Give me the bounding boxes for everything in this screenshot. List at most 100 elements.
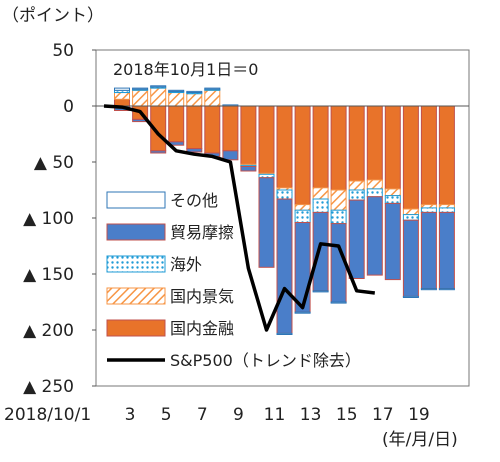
bar-overseas-day-16 — [366, 188, 383, 198]
bar-other-day-2 — [114, 87, 130, 91]
legend-label-trade_friction: 貿易摩擦 — [170, 223, 234, 242]
y-tick-label: ▲ 150 — [23, 265, 74, 285]
bar-overseas-day-13 — [312, 198, 329, 213]
bar-domestic_economy-day-14 — [330, 189, 347, 211]
legend-swatch-other — [106, 191, 166, 209]
bar-domestic_finance-day-15 — [348, 105, 365, 182]
bar-domestic_economy-day-17 — [384, 188, 401, 197]
bar-other-day-4 — [150, 85, 167, 88]
legend-swatch-domestic_finance — [106, 319, 166, 337]
bar-domestic_finance-day-8 — [222, 105, 239, 152]
x-tick-label: 3 — [125, 405, 136, 425]
bar-overseas-day-20 — [438, 207, 455, 213]
legend-label-overseas: 海外 — [170, 255, 202, 274]
x-tick-label: 9 — [233, 405, 244, 425]
bar-other-day-6 — [186, 90, 203, 94]
y-tick-label: ▲ 250 — [23, 377, 74, 397]
bar-other-day-7 — [204, 87, 221, 90]
x-tick-label: 19 — [408, 405, 430, 425]
bar-other-day-13 — [312, 290, 329, 293]
bar-other-day-19 — [420, 288, 437, 291]
bar-domestic_economy-day-18 — [402, 208, 419, 216]
bar-overseas-day-19 — [420, 207, 437, 213]
bar-domestic_finance-day-11 — [276, 105, 293, 189]
bar-layer — [96, 85, 469, 335]
bar-domestic_economy-day-12 — [294, 204, 311, 211]
bar-domestic_economy-day-13 — [312, 187, 329, 200]
bar-trade_friction-day-15 — [348, 199, 365, 280]
x-unit-label: (年/月/日) — [382, 430, 458, 450]
x-tick-label: 5 — [161, 405, 172, 425]
bar-trade_friction-day-11 — [276, 198, 293, 334]
bar-trade_friction-day-12 — [294, 222, 311, 313]
y-tick-label: ▲ 50 — [34, 153, 74, 173]
bar-domestic_finance-day-5 — [168, 105, 185, 143]
legend-label-sp500: S&P500（トレンド除去） — [170, 351, 361, 370]
legend-swatch-overseas — [106, 255, 166, 273]
bar-domestic_economy-day-3 — [132, 89, 149, 107]
x-tick-label: 15 — [336, 405, 358, 425]
bar-trade_friction-day-6 — [186, 148, 203, 153]
bar-domestic_finance-day-12 — [294, 105, 311, 206]
bar-domestic_finance-day-6 — [186, 105, 203, 150]
x-tick-label: 13 — [300, 405, 322, 425]
y-tick-label: ▲ 200 — [23, 321, 74, 341]
y-axis: 50 0 ▲ 50 ▲ 100 ▲ 150 ▲ 200 ▲ 250 — [23, 41, 96, 397]
x-tick-label: 7 — [197, 405, 208, 425]
bar-overseas-day-11 — [276, 189, 293, 200]
bar-domestic_finance-day-10 — [258, 105, 275, 174]
bar-domestic_finance-day-9 — [240, 105, 257, 165]
bar-domestic_finance-day-7 — [204, 105, 221, 154]
bar-trade_friction-day-4 — [150, 150, 167, 154]
legend-swatch-trade_friction — [106, 223, 166, 241]
bar-overseas-day-12 — [294, 209, 311, 223]
bar-overseas-day-14 — [330, 209, 347, 225]
x-tick-label: 2018/10/1 — [4, 405, 91, 425]
bar-other-day-11 — [276, 332, 293, 335]
legend-label-domestic_finance: 国内金融 — [170, 319, 234, 338]
bar-domestic_economy-day-7 — [204, 89, 221, 107]
sp500-line — [103, 104, 376, 332]
y-tick-label: 50 — [52, 41, 74, 61]
bar-domestic_finance-day-19 — [420, 105, 437, 206]
bar-domestic_finance-day-18 — [402, 105, 419, 210]
bar-domestic_economy-day-5 — [168, 92, 185, 107]
x-axis: 2018/10/1 3 5 7 9 11 13 15 17 19 — [4, 405, 430, 425]
bar-trade_friction-day-16 — [366, 196, 383, 276]
legend-label-domestic_economy: 国内景気 — [170, 287, 234, 306]
bar-domestic_finance-day-16 — [366, 105, 383, 181]
bar-domestic_economy-day-15 — [348, 180, 365, 191]
bar-domestic_finance-day-14 — [330, 105, 347, 191]
bar-other-day-20 — [438, 288, 455, 291]
legend-swatch-domestic_economy — [106, 287, 166, 305]
line-layer — [103, 104, 376, 332]
bar-domestic_economy-day-6 — [186, 93, 203, 107]
bar-overseas-day-18 — [402, 214, 419, 221]
y-unit-label: （ポイント） — [2, 6, 104, 26]
bar-other-day-5 — [168, 89, 185, 92]
bar-trade_friction-day-9 — [240, 166, 257, 172]
bar-trade_friction-day-18 — [402, 219, 419, 297]
bar-trade_friction-day-8 — [222, 150, 239, 161]
bar-domestic_finance-day-13 — [312, 105, 329, 189]
bar-trade_friction-day-20 — [438, 211, 455, 290]
y-tick-label: 0 — [63, 97, 74, 117]
bar-other-day-3 — [132, 87, 149, 90]
bar-overseas-day-15 — [348, 189, 365, 201]
bar-domestic_finance-day-17 — [384, 105, 401, 190]
bar-trade_friction-day-19 — [420, 211, 437, 290]
y-tick-label: ▲ 100 — [23, 209, 74, 229]
bar-other-day-14 — [330, 301, 347, 304]
bar-domestic_finance-day-2 — [114, 98, 130, 107]
bar-domestic_finance-day-20 — [438, 105, 455, 206]
bar-other-day-12 — [294, 311, 311, 314]
bar-other-day-18 — [402, 295, 419, 298]
bar-trade_friction-day-17 — [384, 202, 401, 281]
bar-trade_friction-day-13 — [312, 211, 329, 292]
bar-overseas-day-10 — [258, 173, 275, 179]
base-date-note: 2018年10月1日＝0 — [113, 60, 258, 79]
bar-domestic_economy-day-2 — [114, 92, 130, 100]
bar-trade_friction-day-10 — [258, 177, 275, 268]
